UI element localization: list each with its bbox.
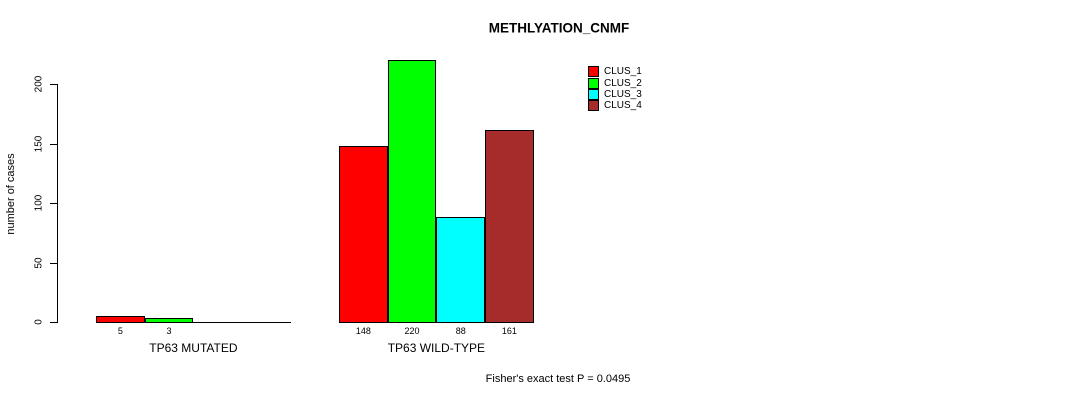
bar-value-label: 3: [166, 326, 172, 336]
bar-value-label: 148: [355, 326, 371, 336]
bar-clus_4: [485, 130, 534, 323]
y-tick: [50, 203, 57, 204]
y-tick: [50, 143, 57, 145]
y-axis-line: [57, 84, 58, 323]
chart-title: METHLYATION_CNMF: [488, 20, 630, 36]
legend-item-label: CLUS_4: [604, 100, 642, 112]
legend-item-label: CLUS_1: [604, 66, 642, 78]
bar-clus_1: [96, 316, 145, 323]
y-tick: [50, 322, 57, 323]
legend-swatch-clus_4: [588, 100, 599, 112]
legend-item: CLUS_2: [588, 77, 642, 89]
bar-value-label: 5: [117, 326, 123, 336]
y-tick-label: 150: [33, 135, 45, 152]
legend-swatch-clus_1: [588, 66, 599, 78]
y-tick-label: 200: [33, 75, 45, 93]
annotation-fisher-test: Fisher's exact test P = 0.0495: [485, 373, 631, 385]
legend-item: CLUS_3: [588, 88, 642, 100]
group-baseline: [96, 322, 291, 323]
bar-clus_1: [339, 145, 388, 323]
group-label: TP63 MUTATED: [149, 340, 238, 355]
bar-clus_3: [436, 217, 486, 323]
y-tick-label: 50: [33, 256, 45, 269]
bar-clus_2: [144, 318, 194, 323]
legend-item-label: CLUS_3: [604, 88, 642, 100]
group-label: TP63 WILD-TYPE: [387, 340, 486, 355]
legend-item-label: CLUS_2: [604, 77, 642, 89]
y-axis-label: number of cases: [5, 153, 17, 235]
bar-value-label: 88: [455, 326, 466, 336]
legend-item: CLUS_4: [588, 100, 642, 112]
y-tick: [50, 262, 57, 264]
y-tick: [50, 84, 57, 85]
legend: CLUS_1 CLUS_2 CLUS_3 CLUS_4: [588, 66, 642, 112]
y-tick-label: 0: [33, 319, 45, 325]
bar-value-label: 161: [501, 326, 517, 336]
bar-value-label: 220: [404, 326, 420, 336]
bar-clus_2: [387, 60, 437, 323]
legend-swatch-clus_3: [588, 88, 599, 100]
legend-item: CLUS_1: [588, 66, 642, 78]
legend-swatch-clus_2: [588, 77, 599, 89]
y-tick-label: 100: [33, 194, 45, 212]
